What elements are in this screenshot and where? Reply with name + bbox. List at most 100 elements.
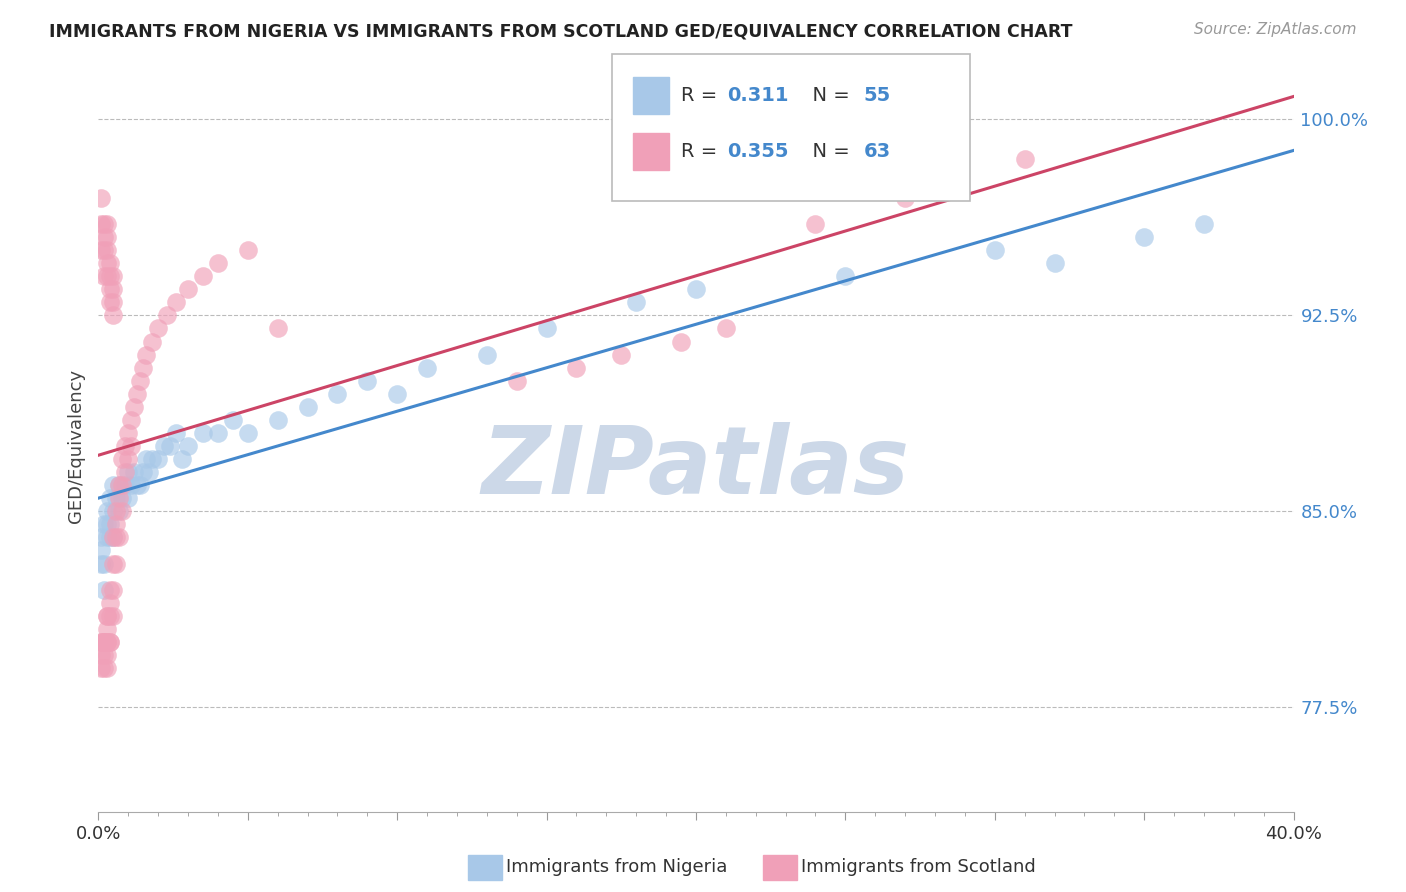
Point — [98, 269, 122, 284]
Point — [177, 439, 200, 453]
Point — [103, 478, 125, 492]
Text: 55: 55 — [863, 86, 890, 105]
Point — [356, 374, 378, 388]
Point — [103, 504, 125, 518]
Point — [98, 635, 122, 649]
Point — [267, 321, 290, 335]
Point — [98, 491, 122, 506]
Point — [98, 517, 122, 532]
Point — [96, 608, 118, 623]
Point — [96, 256, 118, 270]
Point — [96, 504, 118, 518]
Point — [93, 557, 115, 571]
Point — [565, 360, 588, 375]
Point — [108, 531, 131, 545]
Point — [90, 191, 112, 205]
Text: 0.355: 0.355 — [727, 142, 789, 161]
Point — [103, 309, 125, 323]
Point — [90, 635, 112, 649]
Text: ZIPatlas: ZIPatlas — [482, 422, 910, 514]
Point — [98, 608, 122, 623]
Point — [105, 504, 128, 518]
Point — [96, 622, 118, 636]
Point — [804, 217, 827, 231]
Point — [141, 334, 163, 349]
Point — [103, 582, 125, 597]
Point — [90, 648, 112, 662]
Point — [98, 582, 122, 597]
Point — [159, 439, 181, 453]
Point — [120, 478, 142, 492]
Point — [96, 230, 118, 244]
Point — [536, 321, 558, 335]
Point — [103, 608, 125, 623]
Point — [96, 217, 118, 231]
Text: N =: N = — [800, 142, 856, 161]
Point — [141, 452, 163, 467]
Point — [103, 295, 125, 310]
Point — [1043, 256, 1066, 270]
Point — [114, 439, 136, 453]
Point — [98, 282, 122, 296]
Point — [117, 465, 139, 479]
Point — [90, 243, 112, 257]
Point — [834, 269, 856, 284]
Point — [135, 348, 157, 362]
Point — [93, 635, 115, 649]
Point — [96, 635, 118, 649]
Point — [236, 425, 259, 440]
Point — [96, 635, 118, 649]
Point — [165, 295, 187, 310]
Point — [120, 413, 142, 427]
Point — [96, 243, 118, 257]
Point — [127, 478, 149, 492]
Text: Immigrants from Nigeria: Immigrants from Nigeria — [506, 858, 727, 876]
Point — [98, 295, 122, 310]
Point — [124, 465, 146, 479]
Point — [1192, 217, 1215, 231]
Y-axis label: GED/Equivalency: GED/Equivalency — [66, 369, 84, 523]
Point — [117, 425, 139, 440]
Point — [385, 386, 409, 401]
Point — [105, 491, 128, 506]
Point — [114, 478, 136, 492]
Point — [93, 243, 115, 257]
Point — [120, 439, 142, 453]
Text: Immigrants from Scotland: Immigrants from Scotland — [801, 858, 1036, 876]
Point — [1014, 152, 1036, 166]
Point — [98, 635, 122, 649]
Point — [93, 582, 115, 597]
Point — [96, 269, 118, 284]
Point — [108, 491, 131, 506]
Text: 63: 63 — [863, 142, 890, 161]
Point — [132, 360, 155, 375]
Point — [714, 321, 737, 335]
Point — [103, 531, 125, 545]
Point — [114, 465, 136, 479]
Point — [132, 465, 155, 479]
Point — [129, 478, 152, 492]
Point — [93, 635, 115, 649]
Point — [96, 517, 118, 532]
Point — [135, 452, 157, 467]
Point — [177, 282, 200, 296]
Point — [98, 596, 122, 610]
Point — [105, 557, 128, 571]
Point — [1133, 230, 1156, 244]
Point — [138, 465, 160, 479]
Text: IMMIGRANTS FROM NIGERIA VS IMMIGRANTS FROM SCOTLAND GED/EQUIVALENCY CORRELATION : IMMIGRANTS FROM NIGERIA VS IMMIGRANTS FR… — [49, 22, 1073, 40]
Point — [96, 531, 118, 545]
Point — [222, 413, 245, 427]
Point — [506, 374, 529, 388]
Point — [108, 504, 131, 518]
Point — [90, 531, 112, 545]
Point — [96, 661, 118, 675]
Point — [93, 217, 115, 231]
Point — [117, 452, 139, 467]
Point — [156, 309, 179, 323]
Point — [108, 478, 131, 492]
Text: R =: R = — [681, 86, 723, 105]
Point — [98, 256, 122, 270]
Point — [103, 269, 125, 284]
Point — [98, 531, 122, 545]
